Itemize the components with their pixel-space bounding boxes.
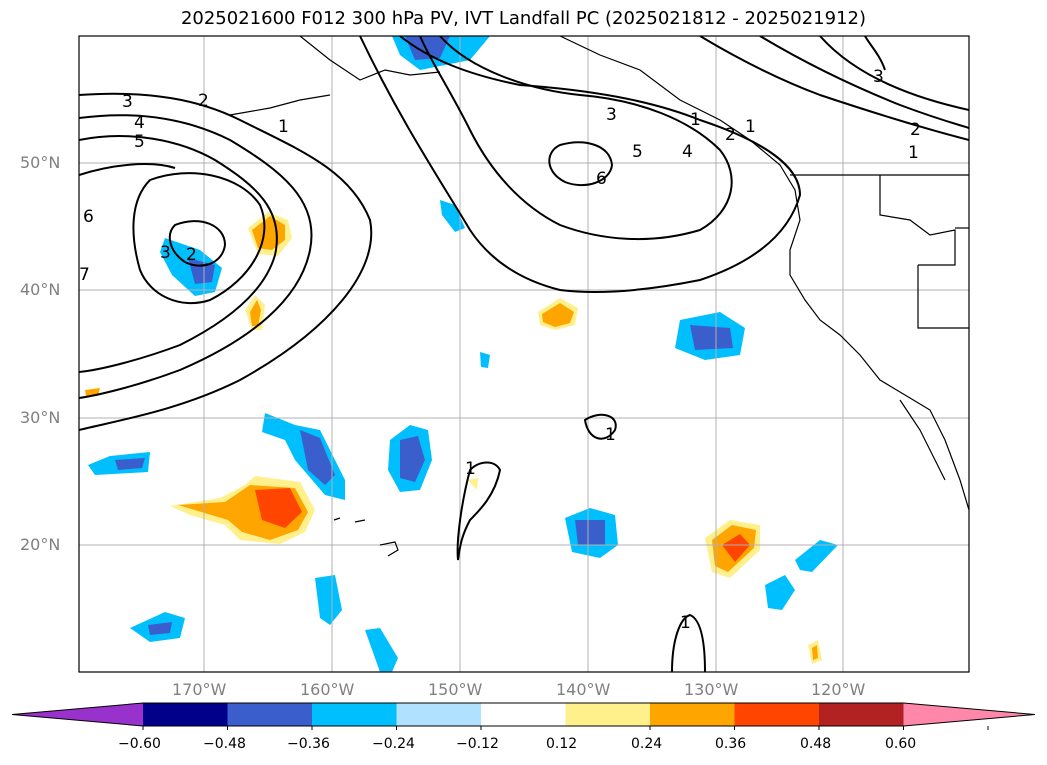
map-background xyxy=(79,36,969,672)
colorbar-tick: −0.36 xyxy=(287,736,330,752)
contour-label: 2 xyxy=(198,91,209,111)
colorbar-tick: −0.60 xyxy=(118,736,161,752)
colorbar-bin xyxy=(565,703,651,726)
map-title: 2025021600 F012 300 hPa PV, IVT Landfall… xyxy=(180,8,867,29)
colorbar-tick: 0.24 xyxy=(631,736,663,752)
contour-label: 1 xyxy=(278,117,289,137)
colorbar-tick: 0.48 xyxy=(800,736,832,752)
colorbar-extend-low xyxy=(12,703,143,726)
colorbar-tick: −0.48 xyxy=(203,736,246,752)
colorbar-bin xyxy=(819,703,904,726)
colorbar-bin xyxy=(650,703,735,726)
contour-label: 3 xyxy=(606,105,617,125)
lon-label: 170°W xyxy=(172,680,227,699)
contour-label: 5 xyxy=(632,142,643,162)
colorbar-tick: 0.60 xyxy=(885,736,917,752)
colorbar-bin xyxy=(481,703,566,726)
contour-label: 7 xyxy=(79,265,90,285)
map-frame xyxy=(78,35,970,673)
colorbar-tick: −0.24 xyxy=(372,736,415,752)
contour-label: 2 xyxy=(725,125,736,145)
colorbar-bin xyxy=(734,703,820,726)
lat-label: 50°N xyxy=(20,153,61,172)
pv-shading xyxy=(85,36,838,672)
contour-label: 6 xyxy=(596,169,607,189)
contour-label: 4 xyxy=(134,113,145,133)
lon-label: 120°W xyxy=(811,680,866,699)
contour-label: 1 xyxy=(690,110,701,130)
contour-label: 2 xyxy=(910,120,921,140)
colorbar-tick: 0.12 xyxy=(546,736,578,752)
colorbar-bin xyxy=(227,703,313,726)
contour-label: 3 xyxy=(160,243,171,263)
contour-label: 5 xyxy=(134,132,145,152)
contour-label: 3 xyxy=(873,67,884,87)
lat-label: 40°N xyxy=(20,280,61,299)
contour-label: 4 xyxy=(682,142,693,162)
contour-labels: 3 2 1 4 5 6 7 3 2 3 5 4 1 2 1 6 3 2 1 1 … xyxy=(79,67,921,633)
contour-label: 1 xyxy=(745,117,756,137)
contour-label: 1 xyxy=(680,613,691,633)
colorbar-bin xyxy=(312,703,397,726)
lon-label: 150°W xyxy=(428,680,483,699)
contour-label: 1 xyxy=(605,425,616,445)
ivt-contours xyxy=(79,36,969,672)
lon-label: 130°W xyxy=(684,680,739,699)
lat-label: 30°N xyxy=(20,408,61,427)
colorbar-tick: −0.12 xyxy=(456,736,499,752)
colorbar-extend-high xyxy=(903,703,1035,726)
lat-label: 20°N xyxy=(20,535,61,554)
coastlines xyxy=(229,36,969,557)
contour-label: 1 xyxy=(908,143,919,163)
contour-label: 6 xyxy=(83,207,94,227)
lon-label: 140°W xyxy=(556,680,611,699)
colorbar-bin xyxy=(396,703,482,726)
lon-label: 160°W xyxy=(300,680,355,699)
colorbar xyxy=(11,702,1036,730)
contour-label: 2 xyxy=(186,245,197,265)
colorbar-tick: 0.36 xyxy=(715,736,747,752)
contour-label: 3 xyxy=(122,92,133,112)
colorbar-bin xyxy=(143,703,228,726)
contour-label: 1 xyxy=(465,459,476,479)
